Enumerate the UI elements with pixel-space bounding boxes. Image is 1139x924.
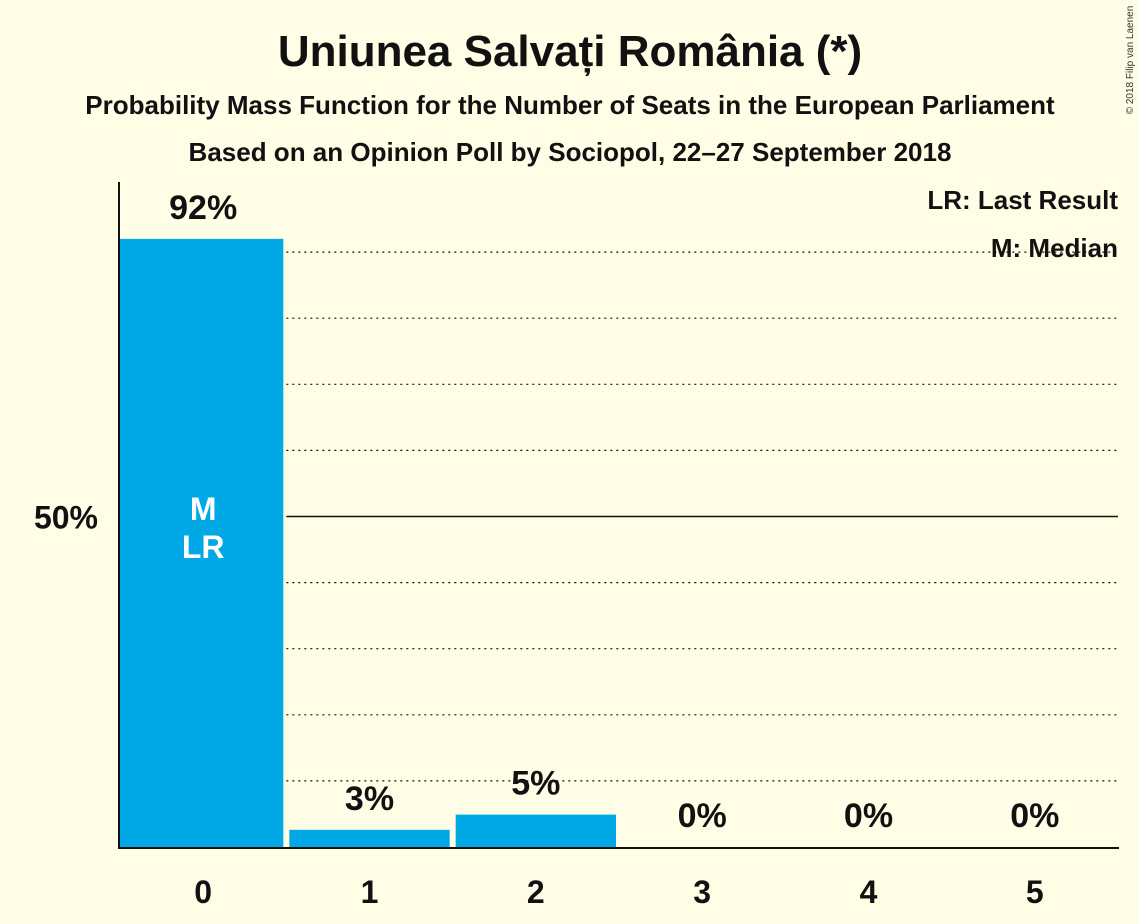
bar <box>289 829 450 847</box>
y-tick-label: 50% <box>34 500 98 536</box>
bar-value-label: 0% <box>678 797 727 835</box>
legend-median: M: Median <box>991 233 1118 263</box>
copyright-notice: © 2018 Filip van Laenen <box>1125 6 1136 115</box>
x-tick-label: 4 <box>860 874 878 910</box>
bar-value-label: 0% <box>1010 797 1059 835</box>
bar-annotation: LR <box>182 529 225 565</box>
x-axis-ticks: 0 1 2 3 4 5 <box>194 874 1043 910</box>
bar-value-label: 92% <box>169 189 237 227</box>
bar-value-label: 0% <box>844 797 893 835</box>
legend-last-result: LR: Last Result <box>927 185 1118 215</box>
bar-value-label: 3% <box>345 780 394 818</box>
gridlines <box>286 251 1118 782</box>
value-labels: 92% 3% 5% 0% 0% 0% <box>169 189 1059 835</box>
x-tick-label: 0 <box>194 874 212 910</box>
x-tick-label: 3 <box>693 874 711 910</box>
x-tick-label: 2 <box>527 874 545 910</box>
bar <box>120 238 284 847</box>
chart-source: Based on an Opinion Poll by Sociopol, 22… <box>189 137 952 167</box>
chart-title: Uniunea Salvați România (*) <box>278 27 862 76</box>
bar-value-label: 5% <box>511 765 560 803</box>
x-tick-label: 1 <box>361 874 379 910</box>
chart-subtitle: Probability Mass Function for the Number… <box>85 90 1055 120</box>
bar-annotations: MLR <box>182 491 225 565</box>
x-tick-label: 5 <box>1026 874 1044 910</box>
bar <box>455 814 616 847</box>
bar-annotation: M <box>190 491 217 527</box>
bars <box>120 238 616 847</box>
y-axis-ticks: 50% <box>34 500 98 536</box>
